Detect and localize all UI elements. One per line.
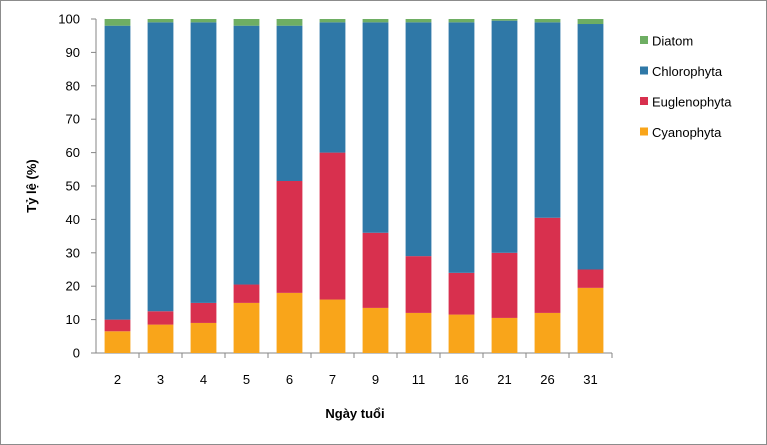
x-tick-label: 31: [583, 372, 597, 387]
legend-label-euglenophyta: Euglenophyta: [652, 95, 732, 110]
bar-segment-diatom: [405, 19, 432, 23]
x-tick-label: 7: [329, 372, 336, 387]
y-tick-label: 100: [58, 12, 80, 27]
bar-segment-euglenophyta: [362, 232, 389, 308]
bar-segment-chlorophyta: [448, 22, 475, 273]
bar-segment-chlorophyta: [534, 22, 561, 218]
x-tick-label: 3: [157, 372, 164, 387]
x-tick-label: 21: [497, 372, 511, 387]
legend-swatch-euglenophyta: [640, 97, 648, 105]
bar-segment-euglenophyta: [534, 217, 561, 313]
y-tick-label: 90: [66, 45, 80, 60]
y-tick-label: 0: [73, 346, 80, 361]
bar-segment-diatom: [319, 19, 346, 23]
bar-segment-euglenophyta: [448, 272, 475, 315]
bar-segment-chlorophyta: [577, 24, 604, 270]
y-tick-label: 80: [66, 78, 80, 93]
bar-segment-chlorophyta: [104, 25, 131, 320]
bar-segment-cyanophyta: [448, 314, 475, 353]
bar-segment-cyanophyta: [319, 299, 346, 353]
legend-label-chlorophyta: Chlorophyta: [652, 64, 723, 79]
bar-segment-chlorophyta: [362, 22, 389, 233]
bar-segment-cyanophyta: [405, 312, 432, 353]
bar-segment-chlorophyta: [491, 20, 518, 253]
bar-segment-diatom: [190, 19, 217, 23]
bar-segment-cyanophyta: [147, 324, 174, 353]
bar-segment-cyanophyta: [534, 312, 561, 353]
y-tick-label: 50: [66, 179, 80, 194]
bar-segment-euglenophyta: [491, 252, 518, 318]
x-tick-label: 11: [412, 372, 426, 387]
bar-segment-diatom: [104, 19, 131, 26]
bar-segment-euglenophyta: [233, 284, 260, 303]
bar-segment-cyanophyta: [577, 287, 604, 353]
bar-segment-cyanophyta: [276, 292, 303, 353]
bar-segment-chlorophyta: [319, 22, 346, 153]
y-tick-label: 20: [66, 279, 80, 294]
bar-segment-diatom: [577, 19, 604, 25]
bar-segment-chlorophyta: [233, 25, 260, 285]
bar-segment-chlorophyta: [405, 22, 432, 257]
bar-segment-cyanophyta: [491, 317, 518, 353]
y-tick-label: 70: [66, 112, 80, 127]
y-tick-label: 60: [66, 145, 80, 160]
bar-segment-chlorophyta: [276, 25, 303, 181]
bar-segment-cyanophyta: [362, 307, 389, 353]
legend-swatch-diatom: [640, 36, 648, 44]
legend-swatch-chlorophyta: [640, 66, 648, 75]
bar-segment-diatom: [448, 19, 475, 23]
y-tick-label: 30: [66, 245, 80, 260]
y-axis-title: Tỷ lệ (%): [24, 159, 39, 212]
x-tick-label: 26: [540, 372, 554, 387]
legend-label-diatom: Diatom: [652, 34, 693, 49]
bar-segment-diatom: [233, 19, 260, 26]
x-tick-label: 6: [286, 372, 293, 387]
bar-segment-diatom: [491, 19, 518, 21]
x-axis-title: Ngày tuổi: [325, 406, 384, 421]
y-tick-label: 40: [66, 212, 80, 227]
x-tick-label: 5: [243, 372, 250, 387]
x-tick-label: 16: [454, 372, 468, 387]
x-tick-label: 2: [114, 372, 121, 387]
bar-segment-cyanophyta: [233, 302, 260, 353]
x-tick-label: 4: [200, 372, 207, 387]
bar-segment-diatom: [362, 19, 389, 23]
legend-swatch-cyanophyta: [640, 127, 648, 136]
bar-segment-diatom: [147, 19, 174, 23]
bar-segment-cyanophyta: [190, 322, 217, 353]
bar-segment-euglenophyta: [190, 302, 217, 323]
bar-segment-euglenophyta: [276, 180, 303, 293]
bar-segment-euglenophyta: [147, 311, 174, 325]
bar-segment-diatom: [534, 19, 561, 23]
bar-segment-euglenophyta: [104, 319, 131, 332]
y-tick-label: 10: [66, 312, 80, 327]
bar-segment-euglenophyta: [319, 152, 346, 300]
bar-segment-cyanophyta: [104, 331, 131, 353]
bar-segment-euglenophyta: [405, 256, 432, 313]
bar-segment-chlorophyta: [190, 22, 217, 303]
bar-segment-diatom: [276, 19, 303, 26]
bar-segment-euglenophyta: [577, 269, 604, 288]
x-tick-label: 9: [372, 372, 379, 387]
bar-segment-chlorophyta: [147, 22, 174, 312]
legend-label-cyanophyta: Cyanophyta: [652, 125, 722, 140]
